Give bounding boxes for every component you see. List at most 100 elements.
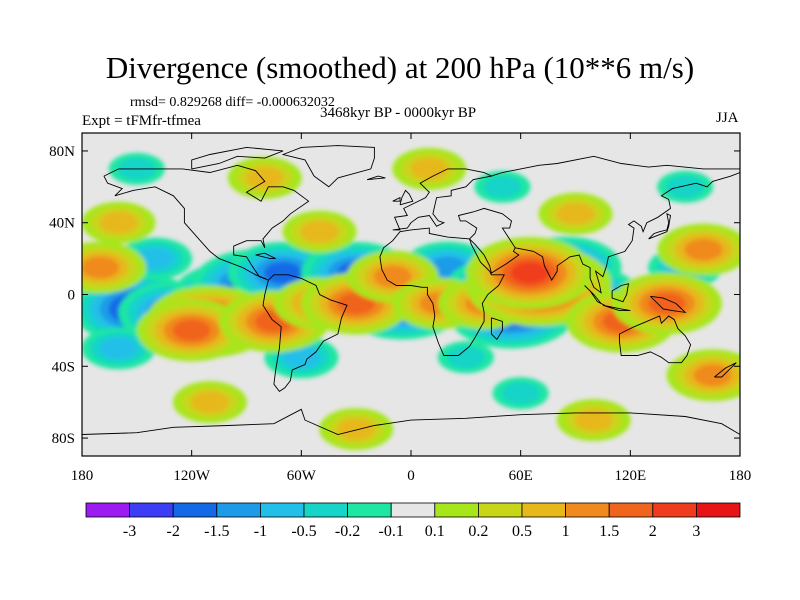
coastline <box>399 189 414 206</box>
anomaly-cell <box>82 201 156 244</box>
anomaly-contour <box>501 382 540 405</box>
anomaly-contour <box>373 265 412 288</box>
colorbar-swatch <box>521 502 566 518</box>
anomaly-cell <box>82 241 147 294</box>
anomaly-cell <box>319 408 394 451</box>
anomaly-contour <box>510 261 549 284</box>
colorbar-label: -0.2 <box>335 523 360 540</box>
colorbar-label: 2 <box>649 523 657 540</box>
colorbar-label: 0.5 <box>512 523 532 540</box>
coastline <box>491 155 740 294</box>
anomaly-contour <box>337 418 376 441</box>
axis-ticks: 180 120W 60W 0 60E 120E 180 80N 40N 0 40S 80S <box>49 133 751 484</box>
coastline <box>392 168 493 231</box>
coastline <box>191 146 284 170</box>
y-tick-label: 40N <box>49 216 75 232</box>
colorbar-swatch <box>129 502 174 518</box>
anomaly-contour <box>693 364 732 387</box>
y-tick-label: 80N <box>49 144 75 160</box>
anomaly-contour <box>300 220 339 243</box>
anomaly-cell <box>657 170 714 203</box>
anomaly-contour <box>483 175 522 198</box>
colorbar-swatch <box>347 502 392 518</box>
anomaly-cell <box>474 170 531 203</box>
anomaly-contour <box>647 292 686 315</box>
anomaly-cell <box>437 341 494 374</box>
chart-title: Divergence (smoothed) at 200 hPa (10**6 … <box>105 50 695 85</box>
experiment-label: Expt = tFMfr-tfmea <box>82 113 201 129</box>
colorbar-label: 0.1 <box>425 523 445 540</box>
anomaly-cell <box>666 349 740 402</box>
anomaly-contour <box>99 337 138 360</box>
coastline <box>457 207 520 274</box>
coastline <box>714 362 737 378</box>
anomaly-contour <box>99 211 138 234</box>
anomaly-contour <box>574 409 613 432</box>
anomaly-cell <box>346 250 439 303</box>
colorbar-swatch <box>303 502 348 518</box>
anomaly-contour <box>264 261 303 284</box>
colorbar-swatch <box>696 502 741 518</box>
divergence-field <box>82 147 740 451</box>
anomaly-contour <box>190 391 229 414</box>
colorbar-label: 1 <box>562 523 570 540</box>
colorbar-label: 3 <box>692 523 700 540</box>
colorbar-swatch <box>172 502 218 518</box>
colorbar-swatch <box>390 502 436 518</box>
anomaly-contour <box>556 202 595 225</box>
anomaly-cell <box>611 272 722 335</box>
coastline <box>379 227 505 356</box>
colorbar-label: -0.5 <box>291 523 316 540</box>
coastline <box>490 317 503 341</box>
coastline <box>281 145 375 188</box>
anomaly-cell <box>556 399 631 442</box>
coastline <box>618 315 692 364</box>
anomaly-cell <box>227 156 302 199</box>
period-label: 3468kyr BP - 0000kyr BP <box>320 105 477 121</box>
anomaly-cell <box>465 236 594 309</box>
coastline <box>82 408 740 435</box>
colorbar-label: -3 <box>123 523 136 540</box>
colorbar-swatch <box>477 502 523 518</box>
colorbar-label: 1.5 <box>599 523 619 540</box>
anomaly-contour <box>172 319 211 342</box>
colorbar-label: 0.2 <box>468 523 488 540</box>
anomaly-cell <box>136 299 247 362</box>
x-tick-label: 180 <box>71 468 94 484</box>
x-tick-label: 0 <box>407 468 415 484</box>
colorbar-label: -1.5 <box>204 523 229 540</box>
season-label: JJA <box>716 110 739 126</box>
colorbar-swatch <box>608 502 654 518</box>
colorbar-swatch <box>434 502 479 518</box>
y-tick-label: 40S <box>52 359 75 375</box>
x-tick-label: 120E <box>614 468 646 484</box>
anomaly-cell <box>538 192 613 235</box>
colorbar-swatch <box>216 502 261 518</box>
anomaly-cell <box>172 381 247 424</box>
colorbar-swatch <box>85 502 130 518</box>
x-tick-label: 120W <box>173 468 211 484</box>
anomaly-cell <box>282 210 357 253</box>
anomaly-contour <box>666 175 705 198</box>
coastline <box>366 175 386 181</box>
coastline <box>103 164 310 281</box>
coastline <box>262 274 348 393</box>
anomaly-contour <box>245 166 284 189</box>
y-tick-label: 0 <box>68 288 76 304</box>
colorbar-label: -2 <box>167 523 180 540</box>
x-tick-label: 60E <box>509 468 533 484</box>
coastline <box>611 283 630 303</box>
anomaly-contour <box>684 238 723 261</box>
anomaly-contour <box>410 157 449 180</box>
anomaly-contour <box>446 346 485 369</box>
y-tick-label: 80S <box>52 431 75 447</box>
anomaly-cell <box>392 147 467 190</box>
anomaly-cell <box>492 377 549 410</box>
colorbar-swatch <box>259 502 305 518</box>
coastline <box>648 213 671 240</box>
x-tick-label: 60W <box>287 468 317 484</box>
coastline <box>650 295 687 314</box>
stats-line: rmsd= 0.829268 diff= -0.000632032 <box>130 95 335 110</box>
anomaly-cell <box>82 327 156 370</box>
